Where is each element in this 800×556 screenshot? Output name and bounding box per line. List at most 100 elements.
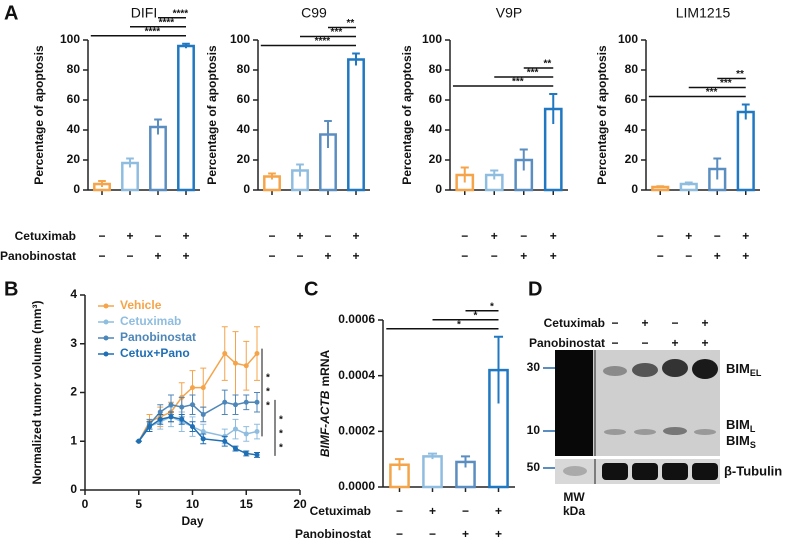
- treatment-sign: −: [462, 504, 469, 518]
- legend-label: Cetux+Pano: [120, 346, 190, 360]
- treatment-sign: +: [701, 336, 708, 350]
- treatment-sign: +: [685, 229, 692, 243]
- error-bar: [126, 157, 134, 168]
- error-bar: [493, 335, 504, 404]
- y-tick-label: 0: [631, 182, 638, 196]
- point: [190, 424, 195, 430]
- treatment-sign: +: [550, 229, 557, 243]
- bar: [347, 58, 365, 192]
- treatment-sign: −: [396, 504, 403, 518]
- point: [136, 438, 142, 444]
- band: [662, 463, 688, 480]
- y-tick-label: 40: [429, 122, 443, 136]
- y-axis-label-text: Percentage of apoptosis: [400, 45, 414, 185]
- series-line: [138, 416, 258, 442]
- error-bar: [98, 180, 106, 187]
- y-tick-label: 100: [60, 32, 80, 46]
- treatment-sign: +: [182, 229, 189, 243]
- x-tick-label: 20: [293, 497, 307, 511]
- series-line: [138, 416, 258, 456]
- significance-label: **: [543, 59, 551, 70]
- treatment-sign: −: [126, 249, 133, 263]
- point: [233, 402, 238, 408]
- treatment-sign: −: [461, 229, 468, 243]
- point: [233, 360, 238, 366]
- point: [190, 402, 195, 408]
- y-tick-label: 60: [625, 92, 639, 106]
- band: [563, 466, 587, 476]
- treatment-sign: −: [657, 249, 664, 263]
- treatment-sign: −: [641, 336, 648, 350]
- y-tick-label: 0: [435, 182, 442, 196]
- band: [632, 363, 658, 377]
- y-tick-label: 0: [73, 182, 80, 196]
- y-tick-label: 100: [230, 32, 250, 46]
- significance-label: ***: [706, 87, 718, 98]
- y-tick-label: 4: [70, 287, 77, 301]
- point: [233, 446, 238, 452]
- significance-label: *: [457, 319, 461, 330]
- treatment-sign: −: [611, 316, 618, 330]
- error-bar: [460, 166, 469, 183]
- error-bar: [460, 455, 471, 468]
- y-tick-label: 100: [618, 32, 638, 46]
- y-tick-label: 2: [70, 385, 77, 399]
- chart-title: LIM1215: [676, 5, 731, 21]
- treatment-sign: −: [657, 229, 664, 243]
- chart-title: V9P: [496, 5, 522, 21]
- treatment-sign: +: [296, 229, 303, 243]
- y-tick-label: 80: [67, 62, 81, 76]
- y-axis-label: Normalized tumor volume (mm³): [30, 300, 44, 484]
- treatment-sign: +: [714, 249, 721, 263]
- legend-label: Cetuximab: [120, 314, 181, 328]
- panel-letter: C: [304, 278, 318, 300]
- band-label: β-Tubulin: [724, 463, 782, 478]
- x-tick-label: 15: [240, 497, 254, 511]
- treatment-sign: +: [126, 229, 133, 243]
- x-tick-label: 0: [82, 497, 89, 511]
- x-axis-label: Day: [181, 514, 203, 528]
- y-axis-label: Percentage of apoptosis: [595, 45, 609, 185]
- point: [254, 429, 260, 434]
- band: [662, 359, 688, 377]
- band-label: BIML: [726, 417, 756, 434]
- treatment-label: Panobinostat: [0, 249, 76, 263]
- point: [222, 399, 228, 405]
- treatment-sign: −: [396, 527, 403, 541]
- treatment-sign: +: [182, 249, 189, 263]
- ladder-lane: [555, 350, 593, 456]
- significance-label: **: [347, 18, 355, 29]
- treatment-sign: −: [98, 229, 105, 243]
- treatment-label: Panobinostat: [295, 527, 371, 541]
- treatment-sign: −: [268, 249, 275, 263]
- y-tick-label: 20: [237, 152, 251, 166]
- ladder-label: 10: [527, 423, 541, 437]
- legend-label: Panobinostat: [120, 330, 196, 344]
- panel-letter: D: [528, 278, 542, 300]
- band-subscript: L: [750, 424, 756, 434]
- treatment-sign: +: [641, 316, 648, 330]
- error-bar: [713, 157, 722, 180]
- band-subscript: EL: [750, 368, 762, 378]
- significance-label: *: [266, 387, 270, 398]
- y-tick-label: 20: [67, 152, 81, 166]
- bar: [736, 110, 755, 192]
- treatment-sign: −: [685, 249, 692, 263]
- error-bar: [741, 103, 750, 120]
- error-bar: [154, 118, 162, 135]
- treatment-sign: +: [154, 249, 161, 263]
- error-bar: [268, 172, 276, 180]
- point: [243, 363, 249, 369]
- y-tick-label: 80: [429, 62, 443, 76]
- point: [243, 450, 249, 456]
- point: [168, 414, 174, 420]
- significance-label: ****: [315, 36, 331, 47]
- significance-label: ***: [512, 77, 524, 88]
- mw-label: MW: [563, 490, 585, 504]
- legend-marker: [103, 351, 109, 357]
- x-tick-label: 10: [186, 497, 200, 511]
- treatment-label: Panobinostat: [529, 336, 605, 350]
- treatment-sign: +: [462, 527, 469, 541]
- y-tick-label: 0.0000: [338, 479, 375, 493]
